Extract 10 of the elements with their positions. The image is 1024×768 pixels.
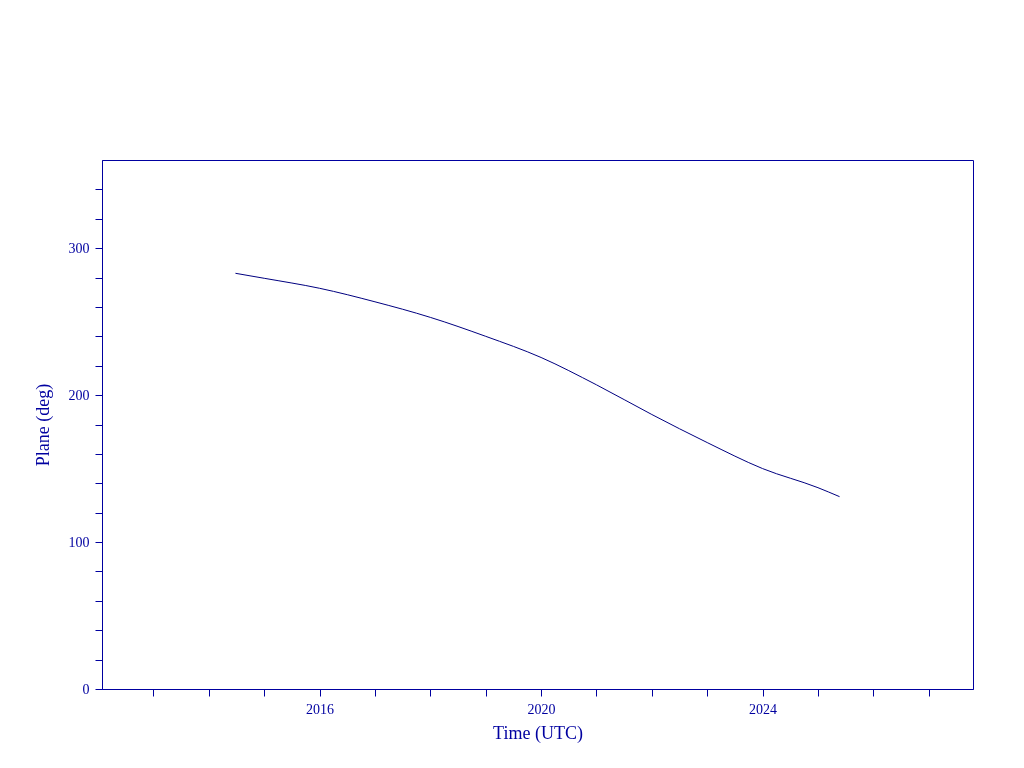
y-tick-label: 100	[68, 534, 90, 550]
x-tick-label: 2024	[749, 701, 778, 717]
y-tick-label: 0	[82, 681, 90, 697]
y-axis-title: Plane (deg)	[32, 383, 54, 467]
x-tick-label: 2020	[527, 701, 556, 717]
line-series	[234, 272, 841, 498]
y-tick-label: 300	[68, 240, 90, 256]
x-axis-title: Time (UTC)	[493, 722, 583, 744]
y-tick-label: 200	[68, 387, 90, 403]
x-tick-label: 2016	[306, 701, 335, 717]
